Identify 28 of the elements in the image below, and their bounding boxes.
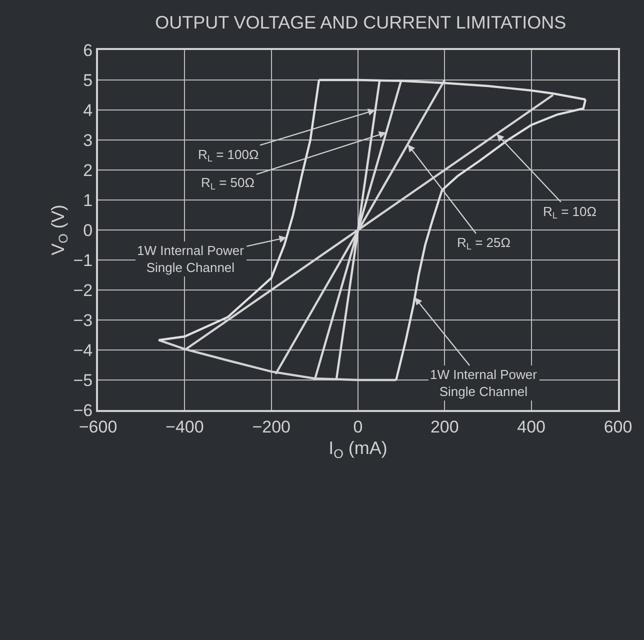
y-tick-label: −5: [73, 370, 93, 390]
x-tick-label: 600: [604, 417, 632, 436]
y-tick-label: −3: [73, 310, 93, 330]
y-tick-label: 2: [83, 160, 93, 180]
chart-title: OUTPUT VOLTAGE AND CURRENT LIMITATIONS: [155, 12, 566, 33]
y-tick-label: 5: [83, 70, 93, 90]
y-tick-label: 4: [83, 100, 93, 120]
x-tick-label: −200: [252, 417, 290, 436]
x-tick-label: −400: [166, 417, 204, 436]
annotation: R$_{L}$ = 25Ω: [457, 235, 511, 252]
x-tick-label: 200: [430, 417, 459, 436]
y-tick-label: 3: [83, 130, 93, 150]
x-tick-label: 0: [353, 417, 363, 436]
y-tick-label: 1: [83, 190, 93, 210]
annotation: 1W Internal Power Single Channel: [430, 367, 538, 399]
x-tick-label: −600: [78, 417, 118, 436]
annotation: R$_{L}$ = 100Ω: [198, 147, 259, 164]
y-tick-label: −4: [73, 340, 93, 360]
y-tick-label: −1: [73, 250, 93, 270]
x-axis-title: I$_{O}$ (mA): [328, 438, 388, 461]
y-tick-label: −2: [73, 280, 93, 300]
y-tick-label: 0: [83, 220, 93, 240]
annotation: R$_{L}$ = 10Ω: [543, 204, 597, 221]
x-tick-label: 400: [517, 417, 546, 436]
y-tick-label: 6: [83, 40, 93, 60]
y-tick-label: −6: [73, 400, 93, 420]
annotation: R$_{L}$ = 50Ω: [201, 175, 255, 192]
annotation: 1W Internal Power Single Channel: [137, 243, 245, 275]
